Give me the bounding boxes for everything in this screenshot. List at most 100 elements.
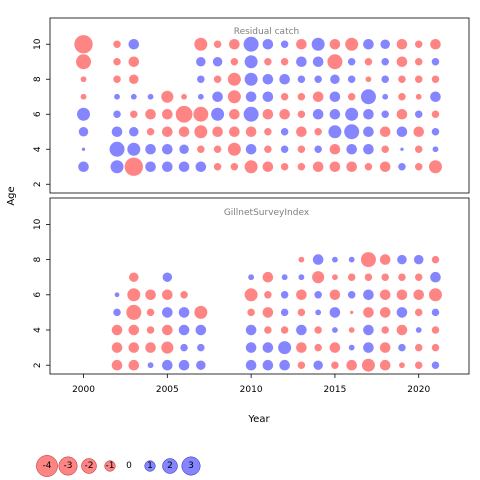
bubble-2020-age4 — [415, 327, 422, 333]
bubble-2014-age2 — [313, 360, 323, 370]
bubble-2014-age6 — [312, 108, 324, 120]
bubble-2019-age10 — [396, 38, 408, 50]
bubble-2018-age5 — [379, 126, 391, 138]
y-tick-label: 10 — [33, 218, 43, 230]
bubble-2015-age3 — [329, 161, 341, 173]
bubble-2011-age6 — [264, 291, 272, 299]
bubble-2004-age3 — [145, 161, 156, 173]
bubble-2016-age5 — [344, 124, 360, 140]
legend: -4 -3 -2 -1 0 1 2 3 — [36, 455, 201, 477]
bubble-2018-age4 — [381, 326, 389, 334]
bubble-2020-age9 — [414, 58, 423, 66]
bubble-2008-age9 — [212, 57, 223, 67]
bubble-2005-age3 — [161, 341, 174, 354]
legend-label: 3 — [188, 461, 194, 471]
panel-gillnet-survey-index: 2 4 6 8 10 — [33, 197, 470, 375]
legend-bubble — [104, 460, 116, 472]
legend-label: -4 — [43, 461, 52, 471]
bubble-2010-age7 — [248, 274, 255, 281]
bubble-2016-age7 — [347, 93, 356, 101]
legend-bubble — [162, 458, 178, 474]
bubble-2006-age3 — [178, 161, 190, 173]
bubble-2004-age3 — [145, 342, 156, 353]
bubble-2008-age3 — [213, 163, 222, 171]
legend-label: -2 — [85, 461, 94, 471]
bubble-2016-age7 — [347, 273, 356, 281]
bubble-2002-age2 — [111, 359, 123, 371]
bubble-2010-age8 — [244, 72, 258, 86]
bubble-2019-age2 — [399, 362, 405, 369]
bubble-2011-age6 — [262, 108, 274, 120]
legend-bubble — [144, 460, 156, 472]
bubble-2018-age7 — [381, 273, 389, 281]
bubble-2005-age3 — [162, 161, 173, 173]
bubble-2016-age6 — [347, 291, 356, 299]
bubble-2010-age6 — [243, 106, 259, 122]
bubble-2019-age8 — [398, 75, 406, 83]
bubble-2002-age7 — [114, 93, 120, 100]
bubble-2006-age7 — [181, 93, 187, 100]
bubble-2000-age3 — [78, 161, 89, 173]
bubble-2005-age6 — [162, 108, 173, 120]
bubble-2006-age6 — [180, 291, 188, 299]
bubble-2020-age7 — [414, 273, 423, 281]
bubble-2020-age3 — [414, 343, 423, 352]
bubble-2010-age2 — [245, 359, 257, 371]
bubble-2014-age8 — [314, 75, 322, 83]
bubble-2010-age10 — [243, 36, 259, 52]
bubble-2008-age10 — [213, 40, 222, 48]
bubble-2014-age4 — [314, 326, 322, 334]
legend-label: 1 — [147, 461, 153, 471]
bubble-2013-age5 — [297, 308, 306, 317]
bubble-2018-age3 — [379, 161, 391, 173]
y-tick-label: 4 — [33, 327, 43, 333]
bubble-2007-age8 — [197, 75, 205, 83]
bubble-2013-age3 — [297, 163, 306, 171]
bubble-2019-age7 — [398, 273, 406, 281]
bubble-2014-age7 — [312, 271, 325, 284]
bubble-2014-age10 — [311, 37, 325, 51]
bubble-2000-age10 — [74, 35, 93, 54]
bubble-2007-age4 — [197, 145, 205, 153]
bubble-2013-age3 — [296, 342, 307, 353]
bubble-2017-age6 — [363, 289, 374, 301]
bubble-2000-age5 — [78, 127, 89, 137]
bubble-2021-age6 — [428, 288, 442, 302]
bubble-2011-age5 — [264, 128, 272, 136]
bubble-2021-age2 — [431, 361, 440, 369]
bubble-2012-age4 — [280, 326, 289, 334]
bubble-2006-age4 — [179, 144, 189, 154]
bubble-2019-age4 — [400, 147, 404, 151]
y-tick-label: 6 — [33, 111, 43, 117]
bubble-2009-age9 — [230, 58, 239, 66]
bubble-2011-age7 — [262, 91, 274, 103]
bubble-2008-age8 — [213, 75, 222, 83]
bubble-2014-age8 — [312, 254, 324, 265]
bubble-2021-age9 — [431, 58, 440, 66]
bubble-2002-age3 — [110, 160, 124, 174]
bubble-2015-age8 — [330, 74, 340, 84]
bubble-2018-age9 — [381, 58, 389, 66]
bubble-2016-age8 — [348, 256, 355, 263]
bubble-2015-age7 — [329, 91, 341, 103]
bubble-2020-age3 — [414, 163, 423, 171]
bubble-2011-age4 — [264, 145, 272, 153]
bubble-2015-age6 — [329, 289, 341, 301]
bubble-2002-age6 — [113, 110, 121, 118]
bubble-2020-age4 — [414, 145, 423, 153]
x-tick-label: 2015 — [323, 385, 346, 395]
bubble-2016-age9 — [347, 58, 356, 66]
bubble-2011-age9 — [264, 58, 272, 66]
bubble-2017-age7 — [360, 89, 376, 105]
bubble-2020-age7 — [415, 93, 422, 100]
bubble-2016-age8 — [347, 75, 356, 83]
bubble-2005-age5 — [162, 126, 173, 138]
bubble-2012-age9 — [280, 58, 289, 66]
bubble-2007-age4 — [195, 324, 207, 336]
bubble-2003-age10 — [128, 38, 140, 50]
bubble-2021-age7 — [430, 91, 441, 103]
bubble-2007-age3 — [195, 161, 207, 173]
bubble-2014-age5 — [314, 128, 322, 136]
bubble-2012-age3 — [280, 163, 289, 171]
bubble-2016-age3 — [348, 344, 355, 351]
